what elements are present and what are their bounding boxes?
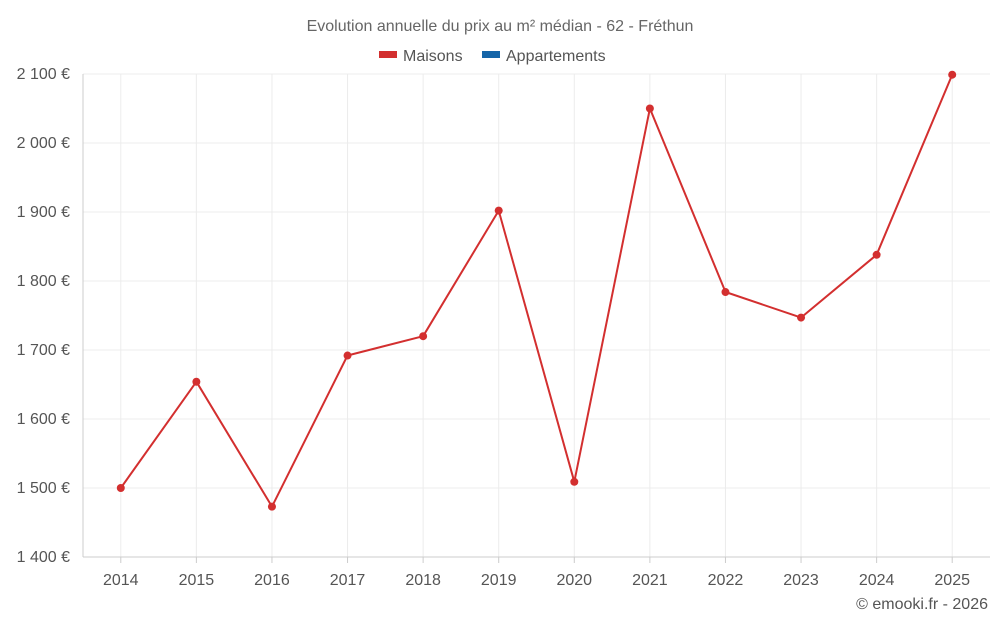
x-tick-label: 2018 bbox=[405, 572, 441, 589]
x-tick-label: 2021 bbox=[632, 572, 668, 589]
x-tick-label: 2024 bbox=[859, 572, 895, 589]
x-tick-label: 2023 bbox=[783, 572, 819, 589]
legend: Maisons Appartements bbox=[379, 48, 606, 65]
grid bbox=[83, 73, 990, 558]
y-tick-label: 1 600 € bbox=[17, 411, 70, 428]
data-point-maisons bbox=[948, 70, 957, 79]
data-point-maisons bbox=[267, 502, 276, 511]
data-point-maisons bbox=[872, 250, 881, 259]
x-tick-label: 2015 bbox=[179, 572, 215, 589]
data-point-maisons bbox=[343, 351, 352, 360]
chart-title: Evolution annuelle du prix au m² médian … bbox=[307, 18, 694, 35]
legend-item-appartements[interactable]: Appartements bbox=[482, 48, 606, 65]
axes: 1 400 € 1 500 € 1 600 € 1 700 € 1 800 € 1 900… bbox=[17, 66, 990, 589]
legend-item-maisons[interactable]: Maisons bbox=[379, 48, 463, 65]
y-tick-label: 1 700 € bbox=[17, 342, 70, 359]
legend-swatch-appartements bbox=[482, 51, 500, 58]
series-line-maisons bbox=[119, 74, 954, 508]
x-tick-label: 2019 bbox=[481, 572, 517, 589]
data-point-maisons bbox=[797, 313, 806, 322]
y-tick-label: 1 500 € bbox=[17, 480, 70, 497]
x-tick-label: 2016 bbox=[254, 572, 290, 589]
x-tick-label: 2017 bbox=[330, 572, 366, 589]
x-tick-label: 2022 bbox=[708, 572, 744, 589]
x-tick-label: 2020 bbox=[556, 572, 592, 589]
data-point-maisons bbox=[645, 104, 654, 113]
data-point-maisons bbox=[494, 206, 503, 215]
data-point-maisons bbox=[721, 288, 730, 297]
y-tick-label: 2 000 € bbox=[17, 135, 70, 152]
y-tick-label: 2 100 € bbox=[17, 66, 70, 83]
x-tick-label: 2014 bbox=[103, 572, 139, 589]
y-tick-label: 1 400 € bbox=[17, 549, 70, 566]
legend-label-appartements[interactable]: Appartements bbox=[506, 48, 606, 65]
data-point-maisons bbox=[570, 477, 579, 486]
legend-label-maisons[interactable]: Maisons bbox=[403, 48, 463, 65]
series-layer bbox=[116, 70, 957, 511]
legend-swatch-maisons bbox=[379, 51, 397, 58]
credit-text: © emooki.fr - 2026 bbox=[856, 596, 988, 613]
data-point-maisons bbox=[116, 484, 125, 492]
x-tick-label: 2025 bbox=[934, 572, 970, 589]
data-point-maisons bbox=[192, 377, 201, 386]
y-tick-label: 1 800 € bbox=[17, 273, 70, 290]
data-point-maisons bbox=[419, 332, 428, 341]
y-tick-label: 1 900 € bbox=[17, 204, 70, 221]
